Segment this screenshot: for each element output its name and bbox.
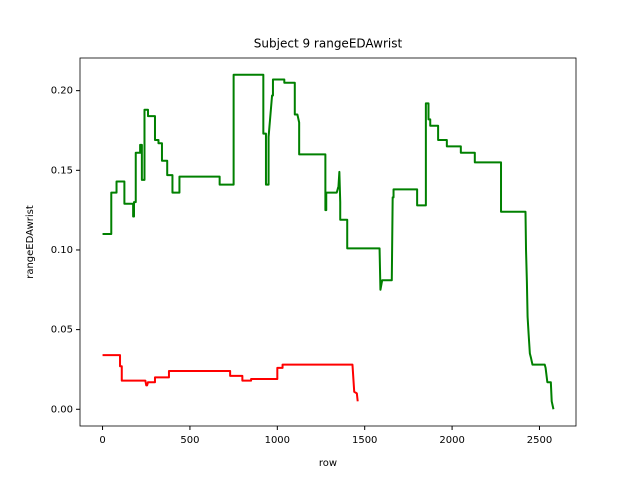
y-tick-label: 0.15 xyxy=(51,165,73,176)
x-tick-label: 0 xyxy=(99,435,105,446)
x-tick-label: 2500 xyxy=(527,435,552,446)
y-tick-label: 0.20 xyxy=(51,86,73,97)
x-axis-label: row xyxy=(319,458,337,469)
y-tick-label: 0.05 xyxy=(51,325,73,336)
y-axis-label: rangeEDAwrist xyxy=(25,205,36,279)
y-tick-label: 0.10 xyxy=(51,245,73,256)
x-tick-label: 1500 xyxy=(352,435,377,446)
x-tick-label: 1000 xyxy=(265,435,290,446)
y-tick-label: 0.00 xyxy=(51,404,73,415)
data-line xyxy=(102,354,359,402)
plot-frame xyxy=(79,57,577,427)
data-line xyxy=(102,73,555,410)
chart-title: Subject 9 rangeEDAwrist xyxy=(254,37,403,51)
x-tick-label: 2000 xyxy=(439,435,464,446)
x-tick-label: 500 xyxy=(180,435,199,446)
